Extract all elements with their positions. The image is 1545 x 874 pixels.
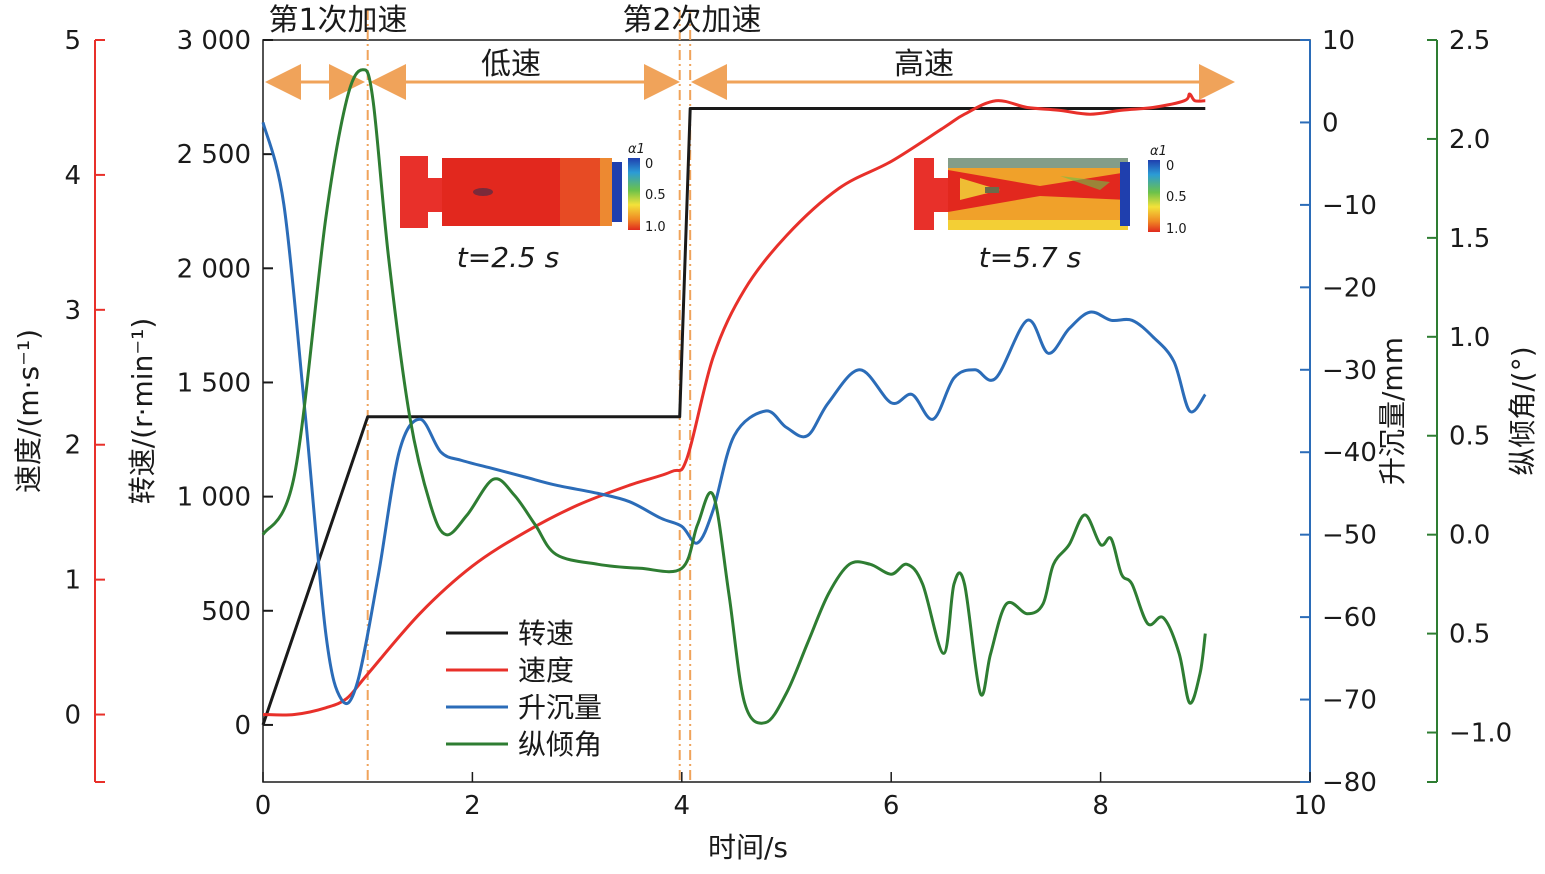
pitch-tick-label: 1.5 — [1449, 224, 1490, 254]
annotation-accel1: 第1次加速 — [268, 3, 407, 38]
series-lines — [261, 68, 1207, 726]
speed-tick-label: 1 — [64, 566, 81, 596]
legend-label: 转速 — [518, 617, 574, 650]
x-tick-label: 0 — [255, 791, 272, 821]
x-tick-label: 10 — [1293, 791, 1326, 821]
speed-axis-title: 速度/(m·s⁻¹) — [12, 329, 45, 493]
rpm-line — [261, 107, 1206, 726]
heave-tick-label: −80 — [1322, 768, 1377, 798]
pitch-axis-title: 纵倾角/(°) — [1506, 346, 1539, 475]
speed-tick-label: 3 — [64, 296, 81, 326]
rpm-tick-label: 2 000 — [177, 254, 251, 284]
inset-t57: α1 0 0.5 1.0 t=5.7 s — [914, 144, 1187, 274]
pitch-tick-label: 2.0 — [1449, 125, 1490, 155]
heave-tick-label: −40 — [1322, 438, 1377, 468]
heave-line — [261, 122, 1207, 705]
inset1-cbar-tick-0: 0 — [645, 157, 653, 172]
inset2-time-label: t=5.7 s — [979, 241, 1081, 274]
x-axis-title: 时间/s — [708, 831, 788, 864]
inset2-cbar-tick-0: 0 — [1166, 159, 1174, 174]
x-tick-label: 6 — [883, 791, 900, 821]
rpm-tick-label: 1 500 — [177, 368, 251, 398]
heave-tick-label: −60 — [1322, 603, 1377, 633]
rpm-axis-ticks: 0 500 1 000 1 500 2 000 2 500 3 000 — [177, 26, 273, 741]
x-tick-label: 2 — [464, 791, 481, 821]
legend-label: 速度 — [518, 654, 574, 687]
inset1-cbar-tick-05: 0.5 — [645, 188, 666, 203]
inset2-cbar-tick-05: 0.5 — [1166, 190, 1187, 205]
inset-t25: α1 0 0.5 1.0 t=2.5 s — [400, 142, 666, 274]
pitch-axis-ticks: 2.5 2.0 1.5 1.0 0.5 0.0 0.5 −1.0 — [1427, 26, 1512, 783]
rpm-tick-label: 0 — [234, 711, 251, 741]
heave-axis-ticks: 10 0 −10 −20 −30 −40 −50 −60 −70 −80 — [1300, 26, 1377, 798]
speed-tick-label: 5 — [64, 26, 81, 56]
annotation-high-speed: 高速 — [894, 47, 954, 82]
heave-tick-label: −30 — [1322, 356, 1377, 386]
heave-tick-label: −20 — [1322, 273, 1377, 303]
pitch-tick-label: −1.0 — [1449, 719, 1512, 749]
speed-tick-label: 0 — [64, 701, 81, 731]
pitch-tick-label: 0.0 — [1449, 521, 1490, 551]
heave-tick-label: 10 — [1322, 26, 1355, 56]
heave-tick-label: −50 — [1322, 521, 1377, 551]
annotation-low-speed: 低速 — [481, 47, 541, 82]
pitch-tick-label: 1.0 — [1449, 323, 1490, 353]
heave-tick-label: −70 — [1322, 686, 1377, 716]
inset2-cbar-symbol: α1 — [1150, 144, 1167, 159]
inset1-time-label: t=2.5 s — [457, 241, 559, 274]
legend-label: 纵倾角 — [518, 728, 602, 761]
pitch-tick-label: 0.5 — [1449, 422, 1490, 452]
inset1-cbar-symbol: α1 — [628, 142, 645, 157]
speed-line — [262, 92, 1206, 717]
x-axis-ticks: 0 2 4 6 8 10 — [255, 772, 1327, 821]
x-tick-label: 4 — [674, 791, 691, 821]
rpm-tick-label: 500 — [201, 597, 251, 627]
pitch-line — [261, 68, 1207, 725]
inset2-cbar-tick-1: 1.0 — [1166, 222, 1187, 237]
annotation-accel2: 第2次加速 — [622, 3, 761, 38]
pitch-tick-label: 0.5 — [1449, 620, 1490, 650]
pitch-tick-label: 2.5 — [1449, 26, 1490, 56]
heave-axis-title: 升沉量/mm — [1376, 337, 1409, 485]
rpm-axis-title: 转速/(r·min⁻¹) — [126, 318, 159, 505]
legend-label: 升沉量 — [518, 691, 602, 724]
inset1-cbar-tick-1: 1.0 — [645, 220, 666, 235]
x-tick-label: 8 — [1092, 791, 1109, 821]
speed-tick-label: 2 — [64, 431, 81, 461]
heave-tick-label: 0 — [1322, 108, 1339, 138]
heave-tick-label: −10 — [1322, 191, 1377, 221]
rpm-tick-label: 1 000 — [177, 483, 251, 513]
rpm-tick-label: 3 000 — [177, 26, 251, 56]
speed-axis-ticks: 0 1 2 3 4 5 — [64, 26, 105, 783]
speed-tick-label: 4 — [64, 161, 81, 191]
rpm-tick-label: 2 500 — [177, 140, 251, 170]
